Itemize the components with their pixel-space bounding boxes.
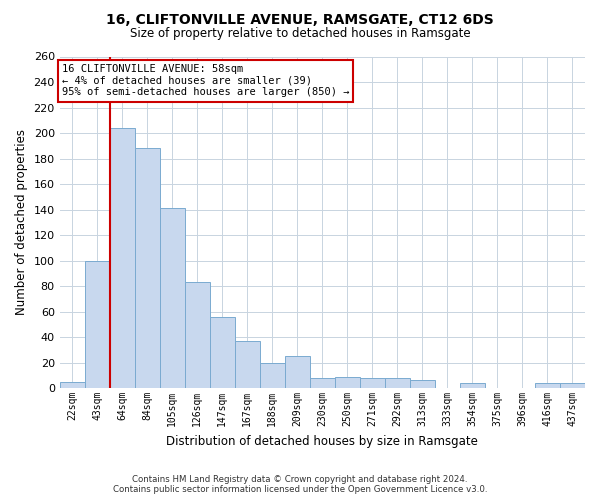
Bar xyxy=(160,208,185,388)
Bar xyxy=(360,378,385,388)
Bar xyxy=(285,356,310,388)
Bar xyxy=(59,382,85,388)
Text: Size of property relative to detached houses in Ramsgate: Size of property relative to detached ho… xyxy=(130,28,470,40)
Bar xyxy=(185,282,210,388)
Bar xyxy=(385,378,410,388)
Y-axis label: Number of detached properties: Number of detached properties xyxy=(15,130,28,316)
Text: 16 CLIFTONVILLE AVENUE: 58sqm
← 4% of detached houses are smaller (39)
95% of se: 16 CLIFTONVILLE AVENUE: 58sqm ← 4% of de… xyxy=(62,64,349,98)
Bar xyxy=(110,128,135,388)
Bar xyxy=(85,260,110,388)
Bar xyxy=(310,378,335,388)
Bar xyxy=(535,383,560,388)
Text: 16, CLIFTONVILLE AVENUE, RAMSGATE, CT12 6DS: 16, CLIFTONVILLE AVENUE, RAMSGATE, CT12 … xyxy=(106,12,494,26)
Bar xyxy=(135,148,160,388)
Bar xyxy=(260,362,285,388)
Bar xyxy=(210,316,235,388)
Bar xyxy=(335,376,360,388)
Bar xyxy=(410,380,435,388)
X-axis label: Distribution of detached houses by size in Ramsgate: Distribution of detached houses by size … xyxy=(166,434,478,448)
Bar xyxy=(460,383,485,388)
Bar xyxy=(560,383,585,388)
Text: Contains HM Land Registry data © Crown copyright and database right 2024.
Contai: Contains HM Land Registry data © Crown c… xyxy=(113,474,487,494)
Bar xyxy=(235,341,260,388)
